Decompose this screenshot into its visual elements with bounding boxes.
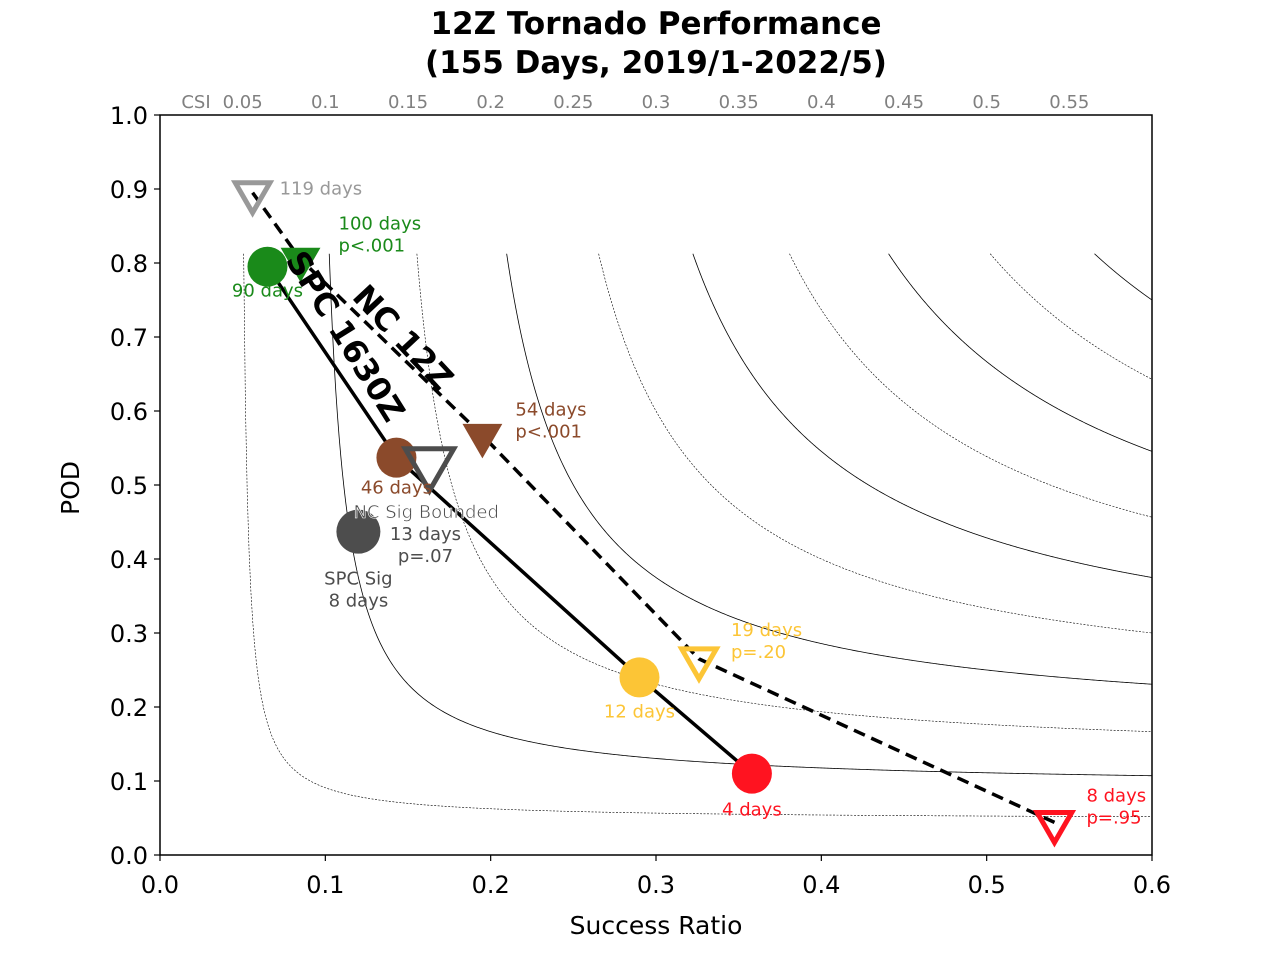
triangle-marker-open bbox=[677, 646, 721, 684]
circle-marker bbox=[731, 753, 772, 794]
point-label: 12 days bbox=[604, 701, 675, 722]
chart-title-line2: (155 Days, 2019/1-2022/5) bbox=[425, 45, 887, 81]
point-label: 8 days bbox=[329, 591, 389, 612]
point-label: SPC Sig bbox=[324, 569, 392, 590]
y-tick-label: 0.9 bbox=[110, 176, 148, 204]
csi-tick-label: 0.3 bbox=[642, 92, 671, 113]
csi-contour bbox=[1094, 253, 1152, 301]
point-label: NC Sig Bounded bbox=[353, 502, 498, 523]
csi-tick-label: 0.55 bbox=[1049, 92, 1089, 113]
point-label: 4 days bbox=[722, 800, 782, 821]
y-axis-ticks: 0.0 0.1 0.2 0.3 0.4 0.5 0.6 0.7 0.8 0.9 1.0 bbox=[110, 102, 160, 870]
csi-tick-label: 0.05 bbox=[223, 92, 263, 113]
y-axis-label: POD bbox=[56, 461, 85, 515]
y-tick-label: 0.3 bbox=[110, 620, 148, 648]
x-axis-ticks: 0.0 0.1 0.2 0.3 0.4 0.5 0.6 bbox=[141, 855, 1171, 899]
point-label: p=.20 bbox=[731, 642, 786, 663]
triangle-marker-filled bbox=[462, 423, 503, 459]
x-tick-label: 0.0 bbox=[141, 871, 179, 899]
point-label: 13 days bbox=[390, 524, 461, 545]
triangle-marker-open bbox=[400, 446, 459, 496]
csi-contour bbox=[989, 253, 1152, 380]
point-label: p=.95 bbox=[1086, 807, 1141, 828]
csi-tick-label: 0.5 bbox=[972, 92, 1001, 113]
point-label: p=.07 bbox=[398, 546, 453, 567]
x-tick-label: 0.4 bbox=[802, 871, 840, 899]
x-tick-label: 0.1 bbox=[306, 871, 344, 899]
x-tick-label: 0.6 bbox=[1133, 871, 1171, 899]
point-label: 90 days bbox=[232, 281, 303, 302]
circle-marker bbox=[247, 246, 288, 287]
point-label: 119 days bbox=[280, 179, 363, 200]
triangle-marker-open bbox=[230, 180, 275, 218]
x-tick-label: 0.2 bbox=[472, 871, 510, 899]
series-line bbox=[266, 265, 754, 775]
plot-frame bbox=[159, 114, 1153, 856]
csi-axis-label: CSI bbox=[181, 92, 210, 113]
circle-marker bbox=[619, 657, 660, 698]
csi-tick-label: 0.4 bbox=[807, 92, 836, 113]
y-tick-label: 0.6 bbox=[110, 398, 148, 426]
csi-contour bbox=[692, 253, 1152, 578]
csi-tick-label: 0.15 bbox=[388, 92, 428, 113]
point-labels: 90 days 46 days 12 days 4 days 119 days 100 d… bbox=[232, 179, 1146, 829]
y-tick-label: 1.0 bbox=[110, 102, 148, 130]
csi-tick-label: 0.45 bbox=[884, 92, 924, 113]
triangle-marker-open bbox=[1032, 809, 1077, 848]
triangle-marker-filled bbox=[280, 247, 321, 283]
y-tick-label: 0.7 bbox=[110, 324, 148, 352]
y-tick-label: 0.8 bbox=[110, 250, 148, 278]
csi-tick-label: 0.2 bbox=[476, 92, 505, 113]
circle-marker bbox=[336, 509, 381, 554]
point-label: 8 days bbox=[1086, 785, 1146, 806]
x-axis-label: Success Ratio bbox=[570, 911, 743, 940]
data-markers bbox=[230, 180, 1077, 848]
series-lines bbox=[251, 191, 1056, 824]
chart-title-line1: 12Z Tornado Performance bbox=[430, 6, 881, 42]
point-label: 54 days bbox=[515, 399, 586, 420]
csi-contour bbox=[888, 253, 1152, 452]
point-label: 100 days bbox=[339, 213, 422, 234]
y-tick-label: 0.1 bbox=[110, 768, 148, 796]
y-tick-label: 0.0 bbox=[110, 842, 148, 870]
csi-contour bbox=[789, 253, 1152, 518]
csi-contour bbox=[416, 253, 1152, 732]
csi-contour bbox=[1151, 212, 1152, 213]
csi-axis-ticks: CSI 0.05 0.1 0.15 0.2 0.25 0.3 0.35 0.4 0.45 0.5 0.… bbox=[181, 92, 1089, 113]
csi-contour bbox=[506, 253, 1152, 685]
csi-contour bbox=[243, 253, 1152, 818]
point-label: p<.001 bbox=[339, 235, 406, 256]
y-tick-label: 0.2 bbox=[110, 694, 148, 722]
y-tick-label: 0.5 bbox=[110, 472, 148, 500]
point-label: 19 days bbox=[731, 620, 802, 641]
csi-contour bbox=[598, 253, 1152, 634]
x-tick-label: 0.3 bbox=[637, 871, 675, 899]
csi-tick-label: 0.1 bbox=[311, 92, 340, 113]
point-label: p<.001 bbox=[515, 421, 582, 442]
csi-tick-label: 0.35 bbox=[719, 92, 759, 113]
point-label: 46 days bbox=[361, 478, 432, 499]
y-tick-label: 0.4 bbox=[110, 546, 148, 574]
x-tick-label: 0.5 bbox=[968, 871, 1006, 899]
csi-tick-label: 0.25 bbox=[553, 92, 593, 113]
